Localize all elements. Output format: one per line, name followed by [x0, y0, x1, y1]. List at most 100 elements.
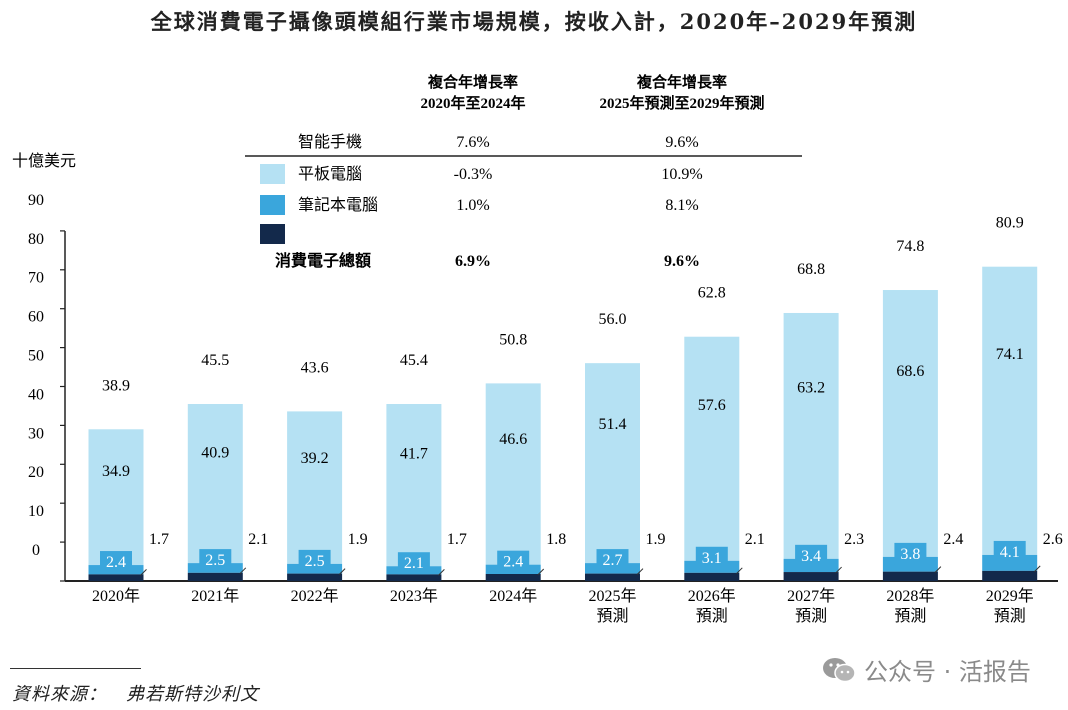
leader-line — [537, 568, 545, 576]
laptop-label-box — [695, 546, 728, 569]
laptop-label-box — [199, 549, 232, 572]
bar-segment-tablet — [287, 411, 343, 564]
dark-value-label: 1.7 — [447, 531, 467, 548]
legend-header: 2025年預測至2029年預測 — [599, 94, 764, 112]
bar-segment-dark — [287, 573, 343, 581]
bar-segment-dark — [585, 573, 640, 581]
total-value-label: 45.5 — [201, 352, 229, 369]
bar-segment-dark — [88, 574, 144, 581]
dark-value-label: 1.9 — [348, 531, 368, 548]
bar-segment-dark — [187, 572, 243, 581]
bar-segment-tablet — [982, 266, 1038, 555]
tablet-value-label: 63.2 — [797, 380, 825, 397]
y-tick-label: 50 — [28, 348, 44, 365]
legend-label: 平板電腦 — [298, 165, 362, 183]
legend-header: 複合年增長率 — [636, 73, 727, 91]
laptop-value-label: 2.4 — [106, 554, 126, 571]
tablet-value-label: 51.4 — [599, 416, 627, 433]
legend-swatch — [260, 195, 285, 215]
wechat-icon — [823, 657, 856, 682]
leader-line — [239, 567, 247, 575]
y-tick-label: 10 — [28, 503, 44, 520]
legend-cagr-2025-2029: 8.1% — [665, 197, 698, 214]
leader-line — [934, 566, 942, 574]
legend-cagr-2025-2029: 9.6% — [665, 134, 698, 151]
x-tick-label: 2024年 — [489, 587, 537, 605]
bar-segment-dark — [684, 572, 740, 581]
x-tick-label: 預測 — [994, 607, 1026, 625]
x-tick-label: 預測 — [894, 607, 926, 625]
bar-segment-dark — [485, 573, 541, 581]
leader-line — [1033, 565, 1041, 573]
bar-segment-tablet — [882, 290, 938, 557]
bar-segment-dark — [783, 572, 839, 581]
bar-segment-tablet — [585, 363, 640, 564]
y-tick-label: 60 — [28, 309, 44, 326]
x-tick-label: 預測 — [596, 607, 628, 625]
leader-line — [735, 567, 743, 575]
y-tick-label: 0 — [32, 542, 40, 559]
bar-segment-dark — [982, 570, 1038, 581]
source-note: 資料來源： 弗若斯特沙利文 — [12, 684, 259, 705]
total-value-label: 62.8 — [698, 285, 726, 302]
tablet-value-label: 39.2 — [301, 450, 329, 467]
laptop-value-label: 2.1 — [404, 555, 424, 572]
y-tick-label: 40 — [28, 386, 44, 403]
total-value-label: 38.9 — [102, 377, 130, 394]
dark-value-label: 2.3 — [844, 531, 864, 548]
tablet-value-label: 68.6 — [896, 363, 924, 380]
watermark: 公众号 · 活报告 — [822, 652, 1031, 687]
tablet-value-label: 40.9 — [201, 445, 229, 462]
leader-line — [636, 568, 644, 575]
legend-header: 複合年增長率 — [427, 73, 518, 91]
total-value-label: 56.0 — [599, 311, 627, 328]
y-tick-label: 20 — [28, 464, 44, 481]
dark-value-label: 1.9 — [646, 531, 666, 548]
source-divider — [10, 668, 141, 669]
x-tick-label: 2021年 — [191, 587, 239, 605]
laptop-label-box — [596, 549, 629, 572]
laptop-value-label: 3.4 — [801, 548, 821, 565]
legend-label: 智能手機 — [298, 133, 362, 151]
bar-segment-tablet — [386, 404, 442, 567]
laptop-value-label: 4.1 — [1000, 544, 1020, 561]
dark-value-label: 1.8 — [546, 531, 566, 548]
laptop-value-label: 2.7 — [603, 552, 623, 569]
laptop-label-box — [795, 544, 828, 567]
dark-value-label: 2.1 — [745, 531, 765, 548]
y-tick-label: 30 — [28, 425, 44, 442]
total-value-label: 74.8 — [896, 238, 924, 255]
bar-segment-tablet — [88, 429, 144, 566]
leader-line — [438, 569, 445, 576]
laptop-label-box — [298, 549, 331, 572]
legend-cagr-2020-2024: 7.6% — [456, 134, 489, 151]
dark-value-label: 2.1 — [248, 531, 268, 548]
tablet-value-label: 34.9 — [102, 463, 130, 480]
tablet-value-label: 57.6 — [698, 397, 726, 414]
x-tick-label: 預測 — [795, 607, 827, 625]
y-axis-label: 十億美元 — [12, 152, 76, 170]
y-tick-label: 90 — [28, 192, 44, 209]
x-tick-label: 預測 — [696, 607, 728, 625]
total-value-label: 45.4 — [400, 352, 428, 369]
bar-segment-tablet — [783, 312, 839, 559]
laptop-value-label: 3.1 — [702, 550, 722, 567]
leader-line — [338, 568, 346, 575]
legend-cagr-2020-2024: -0.3% — [454, 166, 493, 183]
bar-segment-tablet — [485, 383, 541, 565]
y-tick-label: 70 — [28, 270, 44, 287]
legend-cagr-2020-2024: 1.0% — [456, 197, 489, 214]
total-value-label: 43.6 — [301, 359, 329, 376]
dark-value-label: 1.7 — [149, 531, 169, 548]
bar-segment-dark — [386, 574, 442, 581]
legend-cagr-2025-2029: 10.9% — [661, 166, 702, 183]
total-value-label: 68.8 — [797, 261, 825, 278]
x-tick-label: 2026年 — [688, 587, 736, 605]
total-value-label: 80.9 — [996, 215, 1024, 232]
laptop-label-box — [397, 552, 430, 575]
laptop-value-label: 2.4 — [503, 554, 523, 571]
legend-label: 消費電子總額 — [275, 251, 371, 270]
bar-segment-dark — [882, 571, 938, 581]
legend-swatch — [260, 224, 285, 244]
